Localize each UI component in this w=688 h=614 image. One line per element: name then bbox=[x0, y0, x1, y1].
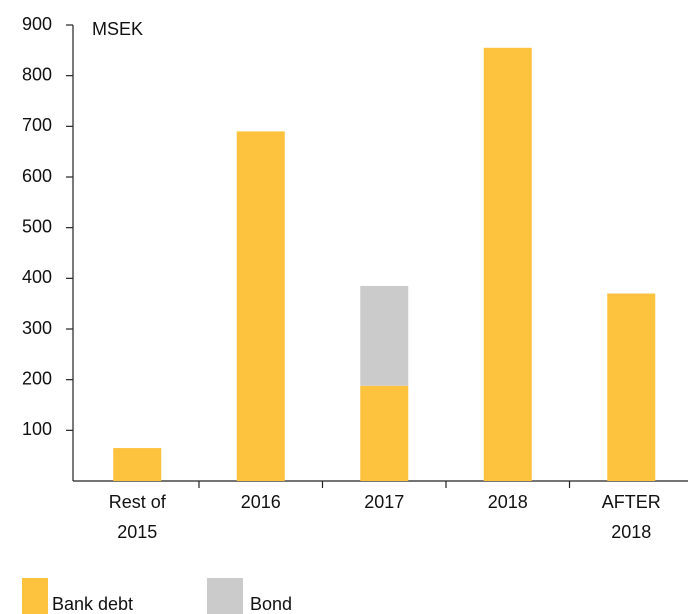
y-tick-label: 800 bbox=[22, 64, 52, 84]
y-tick-label: 200 bbox=[22, 368, 52, 388]
x-tick-label: 2018 bbox=[488, 492, 528, 512]
legend-swatch bbox=[207, 578, 243, 614]
bar bbox=[236, 131, 285, 481]
x-tick-label: 2017 bbox=[364, 492, 404, 512]
x-tick-line: 2017 bbox=[364, 492, 404, 512]
y-tick-label: 900 bbox=[22, 14, 52, 34]
bar bbox=[360, 385, 409, 481]
x-tick-label: AFTER 2018 bbox=[602, 492, 661, 542]
x-tick-line: 2018 bbox=[611, 522, 651, 542]
x-tick-line: 2018 bbox=[488, 492, 528, 512]
x-tick-label: 2016 bbox=[241, 492, 281, 512]
legend-label: Bank debt bbox=[52, 594, 133, 614]
legend-label: Bond bbox=[250, 594, 292, 614]
legend-swatch bbox=[22, 578, 48, 614]
unit-label: MSEK bbox=[92, 19, 143, 39]
y-tick-label: 300 bbox=[22, 318, 52, 338]
x-tick-line: 2015 bbox=[117, 522, 157, 542]
y-tick-label: 600 bbox=[22, 166, 52, 186]
y-tick-label: 400 bbox=[22, 267, 52, 287]
x-tick-line: 2016 bbox=[241, 492, 281, 512]
bar bbox=[483, 47, 532, 482]
x-tick-label: Rest of 2015 bbox=[109, 492, 167, 542]
bar bbox=[113, 448, 162, 481]
x-tick-line: Rest of bbox=[109, 492, 167, 512]
y-tick-label: 100 bbox=[22, 419, 52, 439]
y-tick-label: 700 bbox=[22, 115, 52, 135]
bar bbox=[607, 293, 656, 481]
y-tick-label: 500 bbox=[22, 216, 52, 236]
x-tick-line: AFTER bbox=[602, 492, 661, 512]
bar bbox=[360, 285, 409, 386]
